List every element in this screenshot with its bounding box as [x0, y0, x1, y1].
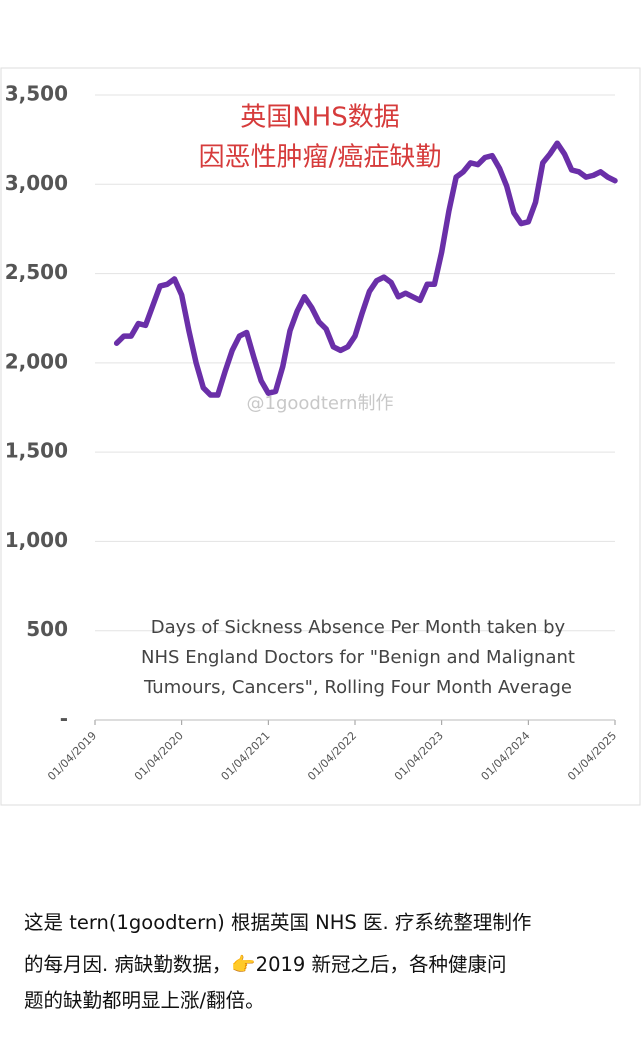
caption-line: 题的缺勤都明显上涨/翻倍。	[24, 989, 265, 1012]
data-line	[113, 140, 618, 398]
watermark: @1goodtern制作	[247, 393, 394, 414]
y-tick-label: 3,500	[5, 82, 68, 106]
chart-title: 英国NHS数据	[240, 103, 400, 133]
y-tick-label: 500	[26, 617, 68, 641]
annotation: Days of Sickness Absence Per Month taken…	[151, 617, 566, 638]
y-tick-label: 1,500	[5, 439, 68, 463]
y-tick-label: 2,500	[5, 260, 68, 284]
caption-line: 这是 tern(1goodtern) 根据英国 NHS 医. 疗系统整理制作	[24, 911, 532, 934]
chart-frame	[0, 67, 641, 806]
annotation: NHS England Doctors for "Benign and Mali…	[141, 647, 575, 668]
caption-line: 的每月因. 病缺勤数据，👉2019 新冠之后，各种健康问	[24, 953, 507, 976]
y-tick-label: 3,000	[5, 171, 68, 195]
y-tick-label: 1,000	[5, 528, 68, 552]
y-tick-label: 2,000	[5, 349, 68, 373]
annotation: Tumours, Cancers", Rolling Four Month Av…	[143, 677, 572, 698]
y-tick-label: -	[60, 707, 68, 731]
chart: 英国NHS数据 因恶性肿瘤/癌症缺勤 @1goodtern制作 Days of …	[0, 67, 641, 806]
chart-title: 因恶性肿瘤/癌症缺勤	[199, 143, 442, 173]
